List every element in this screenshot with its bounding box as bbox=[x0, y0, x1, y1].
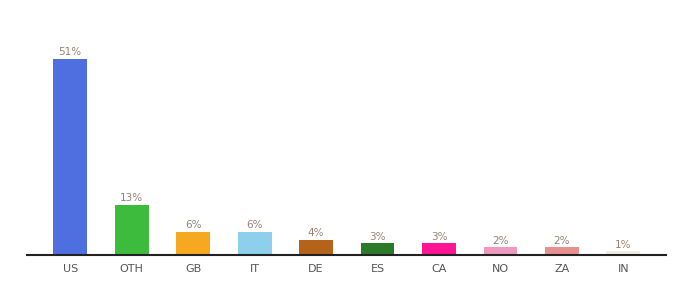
Text: 6%: 6% bbox=[246, 220, 263, 230]
Bar bbox=[422, 243, 456, 255]
Bar bbox=[238, 232, 271, 255]
Text: 51%: 51% bbox=[58, 47, 82, 57]
Text: 2%: 2% bbox=[492, 236, 509, 246]
Bar bbox=[545, 247, 579, 255]
Text: 3%: 3% bbox=[369, 232, 386, 242]
Bar bbox=[360, 243, 394, 255]
Bar bbox=[483, 247, 517, 255]
Text: 13%: 13% bbox=[120, 194, 143, 203]
Text: 3%: 3% bbox=[430, 232, 447, 242]
Bar bbox=[115, 205, 149, 255]
Bar bbox=[299, 240, 333, 255]
Bar bbox=[607, 251, 641, 255]
Bar bbox=[176, 232, 210, 255]
Text: 4%: 4% bbox=[308, 228, 324, 238]
Text: 6%: 6% bbox=[185, 220, 201, 230]
Text: 2%: 2% bbox=[554, 236, 570, 246]
Text: 1%: 1% bbox=[615, 240, 632, 250]
Bar bbox=[53, 59, 87, 255]
